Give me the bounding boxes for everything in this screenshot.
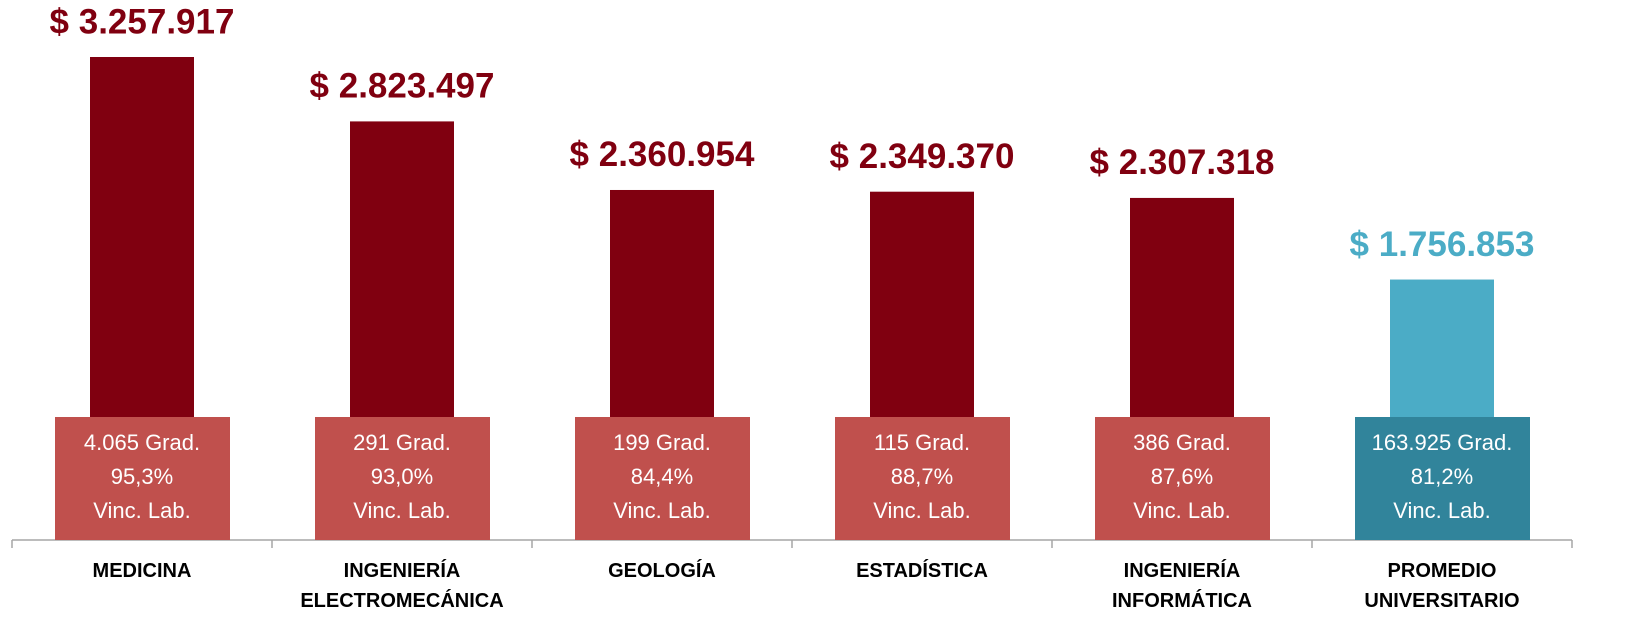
x-tick-label: GEOLOGÍA <box>608 560 716 582</box>
value-label: $ 2.823.497 <box>310 67 495 106</box>
x-tick-label: PROMEDIO UNIVERSITARIO <box>1364 560 1520 612</box>
info-text: Vinc. Lab. <box>353 498 450 523</box>
x-tick-label: ESTADÍSTICA <box>856 560 988 582</box>
value-label: $ 3.257.917 <box>50 2 235 41</box>
info-text: 87,6% <box>1151 464 1213 489</box>
info-box <box>1095 417 1270 540</box>
info-box <box>315 417 490 540</box>
info-text: Vinc. Lab. <box>613 498 710 523</box>
info-box <box>55 417 230 540</box>
info-text: 93,0% <box>371 464 433 489</box>
info-text: Vinc. Lab. <box>93 498 190 523</box>
info-text: 84,4% <box>631 464 693 489</box>
info-box <box>835 417 1010 540</box>
info-text: 88,7% <box>891 464 953 489</box>
info-text: 291 Grad. <box>353 430 451 455</box>
info-text: 163.925 Grad. <box>1372 430 1513 455</box>
value-label: $ 1.756.853 <box>1350 225 1535 264</box>
info-text: 386 Grad. <box>1133 430 1231 455</box>
info-text: Vinc. Lab. <box>873 498 970 523</box>
value-label: $ 2.307.318 <box>1090 143 1275 182</box>
info-box <box>575 417 750 540</box>
info-box <box>1355 417 1530 540</box>
info-text: 81,2% <box>1411 464 1473 489</box>
info-text: 115 Grad. <box>874 430 970 455</box>
info-text: Vinc. Lab. <box>1393 498 1490 523</box>
info-text: 4.065 Grad. <box>84 430 200 455</box>
value-label: $ 2.360.954 <box>570 135 755 174</box>
x-tick-label: MEDICINA <box>92 560 192 582</box>
value-label: $ 2.349.370 <box>830 137 1015 176</box>
info-text: 199 Grad. <box>613 430 711 455</box>
x-tick-label: INGENIERÍA ELECTROMECÁNICA <box>300 560 504 612</box>
x-tick-label: INGENIERÍA INFORMÁTICA <box>1112 560 1252 612</box>
info-text: 95,3% <box>111 464 173 489</box>
info-text: Vinc. Lab. <box>1133 498 1230 523</box>
